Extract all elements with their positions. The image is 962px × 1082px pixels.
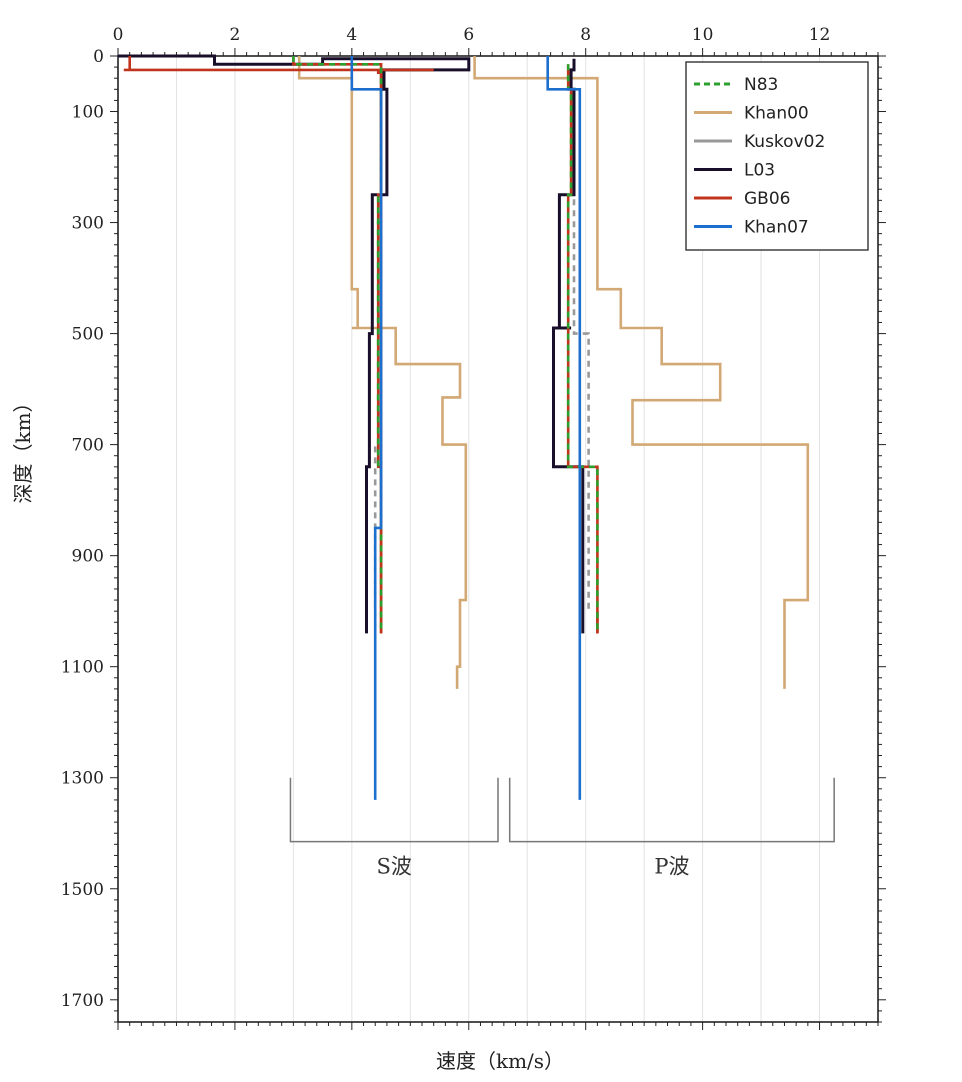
x-tick-label: 4 <box>346 25 357 45</box>
series-line-khan07-s <box>350 56 383 800</box>
series-group <box>118 54 810 800</box>
x-tick-label: 0 <box>113 25 124 45</box>
series-line-khan07-p <box>546 56 582 800</box>
y-tick-label: 300 <box>72 214 104 234</box>
legend-label-kuskov02: Kuskov02 <box>744 132 825 152</box>
legend: N83 Khan00 Kuskov02 L03 GB06 Khan07 <box>685 61 869 251</box>
series-line-khan00-s <box>297 56 468 689</box>
series-line-l03-p <box>552 58 585 634</box>
x-tick-label: 10 <box>692 25 714 45</box>
bracket-line <box>508 777 835 843</box>
y-tick-label: 100 <box>72 103 104 123</box>
plot-frame <box>117 55 879 1023</box>
tick-labels: 0 2 4 6 8 10 12 0 100 300 500 700 900 1100 1300 1500 170… <box>61 25 831 1011</box>
bracket-label: P波 <box>654 855 689 879</box>
y-axis-title: 深度（km） <box>11 392 35 503</box>
y-tick-label: 900 <box>72 547 104 567</box>
series-line-kuskov02-p <box>572 89 590 612</box>
legend-label-gb06: GB06 <box>744 189 790 209</box>
legend-label-l03: L03 <box>744 161 775 181</box>
x-tick-label: 8 <box>580 25 591 45</box>
legend-label-khan07: Khan07 <box>744 218 809 238</box>
legend-label-khan00: Khan00 <box>744 104 809 124</box>
series-line-n83-s <box>292 56 383 634</box>
x-tick-label: 12 <box>809 25 831 45</box>
y-tick-label: 1700 <box>61 991 104 1011</box>
y-tick-label: 1100 <box>61 658 104 678</box>
series-line-khan00-p <box>473 56 810 689</box>
x-axis-title: 速度（km/s） <box>436 1049 564 1073</box>
y-tick-label: 500 <box>72 325 104 345</box>
bracket-line <box>289 777 499 843</box>
axes-frame <box>110 48 886 1030</box>
x-tick-label: 6 <box>463 25 474 45</box>
legend-label-n83: N83 <box>744 75 778 95</box>
y-tick-label: 0 <box>93 47 104 67</box>
legend-box <box>685 61 869 251</box>
x-tick-label: 2 <box>230 25 241 45</box>
series-line-l03-s <box>118 54 471 634</box>
bracket-label: S波 <box>377 855 412 879</box>
y-tick-label: 1500 <box>61 880 104 900</box>
wave-brackets: S波 P波 <box>289 777 835 879</box>
y-tick-label: 700 <box>72 436 104 456</box>
y-tick-label: 1300 <box>61 769 104 789</box>
